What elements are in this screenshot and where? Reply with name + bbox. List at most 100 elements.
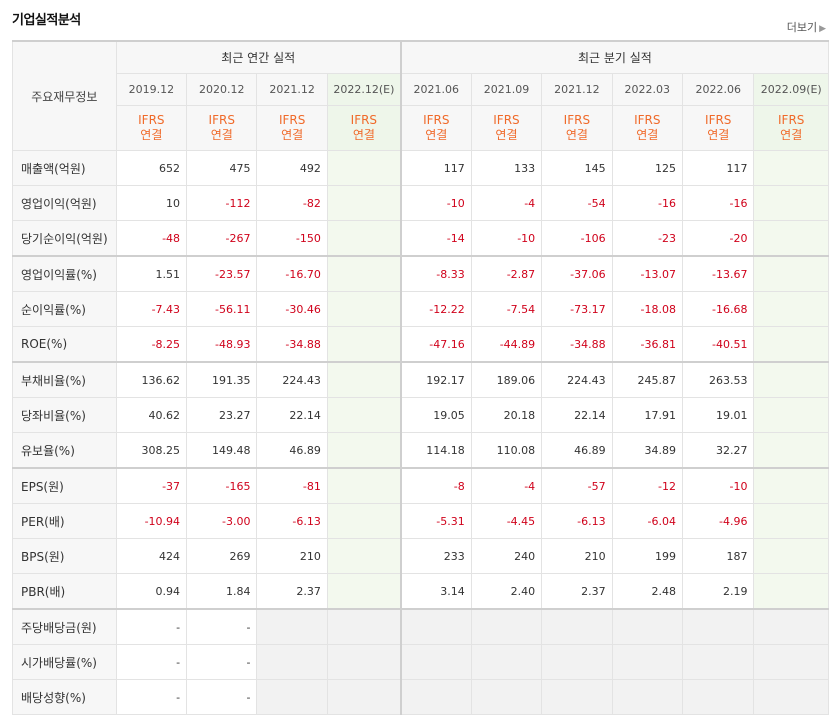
table-cell: 1.51 — [115, 255, 188, 292]
basis-header: IFRS 연결 — [115, 105, 188, 151]
chevron-right-icon: ▶ — [819, 24, 826, 34]
table-cell — [256, 644, 328, 680]
table-cell: 114.18 — [399, 432, 472, 469]
table-cell: -57 — [541, 467, 613, 504]
table-cell: -47.16 — [399, 326, 472, 363]
table-cell — [541, 608, 613, 645]
period-header: 2021.09 — [470, 73, 543, 106]
table-cell: 2.40 — [470, 573, 543, 610]
row-label: 주당배당금(원) — [12, 608, 117, 645]
table-cell: -112 — [186, 185, 258, 221]
table-cell: -6.04 — [611, 503, 684, 539]
table-cell — [326, 220, 402, 257]
table-cell: -12 — [611, 467, 684, 504]
basis-header: IFRS 연결 — [682, 105, 755, 151]
table-cell: -34.88 — [256, 326, 328, 363]
table-cell: -54 — [541, 185, 613, 221]
table-cell — [326, 538, 402, 574]
table-cell — [326, 503, 402, 539]
period-header: 2021.12 — [256, 73, 328, 106]
table-row: 주당배당금(원) - - — [12, 608, 829, 645]
table-cell — [611, 644, 684, 680]
table-cell — [326, 150, 402, 186]
table-cell — [753, 467, 829, 504]
table-cell: -73.17 — [541, 291, 613, 327]
table-row: 영업이익률(%) 1.51 -23.57 -16.70 -8.33 -2.87 -37.06… — [12, 255, 829, 292]
table-cell: -36.81 — [611, 326, 684, 363]
table-cell — [256, 679, 328, 715]
period-header: 2022.06 — [682, 73, 755, 106]
table-cell — [753, 397, 829, 433]
section-title: 기업실적분석 — [12, 13, 81, 28]
table-cell: 2.48 — [611, 573, 684, 610]
table-cell: -165 — [186, 467, 258, 504]
table-cell — [611, 608, 684, 645]
table-cell: 240 — [470, 538, 543, 574]
table-cell: -4 — [470, 185, 543, 221]
group-annual: 최근 연간 실적 — [115, 40, 402, 74]
table-cell: 245.87 — [611, 361, 684, 398]
table-row: 순이익률(%) -7.43 -56.11 -30.46 -12.22 -7.54 -73.1… — [12, 291, 829, 327]
table-row: 부채비율(%) 136.62 191.35 224.43 192.17 189.06 224… — [12, 361, 829, 398]
table-cell — [682, 644, 755, 680]
table-row: PER(배) -10.94 -3.00 -6.13 -5.31 -4.45 -6.13 -6.… — [12, 503, 829, 539]
table-row: 영업이익(억원) 10 -112 -82 -10 -4 -54 -16 -16 — [12, 185, 829, 221]
basis-ifrs: IFRS — [208, 113, 235, 127]
basis-ifrs: IFRS — [563, 113, 591, 127]
table-cell: -6.13 — [541, 503, 613, 539]
table-cell — [470, 679, 543, 715]
table-cell: -10 — [470, 220, 543, 257]
row-label: PBR(배) — [12, 573, 117, 610]
table-cell: - — [115, 608, 188, 645]
more-link[interactable]: 더보기 ▶ — [787, 19, 826, 35]
basis-header: IFRS 연결 — [611, 105, 684, 151]
table-cell — [326, 326, 402, 363]
more-label: 더보기 — [786, 21, 818, 34]
table-cell: 3.14 — [399, 573, 472, 610]
table-cell: -8 — [399, 467, 472, 504]
table-cell: -48.93 — [186, 326, 258, 363]
table-cell: -12.22 — [399, 291, 472, 327]
financial-table: 주요재무정보 최근 연간 실적 최근 분기 실적 2019.12 2020.12 2… — [12, 40, 829, 715]
table-cell: -8.25 — [115, 326, 188, 363]
table-cell — [753, 644, 829, 680]
basis-header: IFRS 연결 — [256, 105, 328, 151]
table-cell: 136.62 — [115, 361, 188, 398]
table-cell: -30.46 — [256, 291, 328, 327]
table-cell: 125 — [611, 150, 684, 186]
table-cell — [326, 432, 402, 469]
table-cell: - — [115, 679, 188, 715]
row-label: BPS(원) — [12, 538, 117, 574]
table-cell: 22.14 — [256, 397, 328, 433]
table-cell: -81 — [256, 467, 328, 504]
table-cell — [326, 679, 402, 715]
table-cell: - — [186, 608, 258, 645]
table-cell: -13.67 — [682, 255, 755, 292]
table-cell: 2.19 — [682, 573, 755, 610]
table-cell: 224.43 — [256, 361, 328, 398]
table-cell — [470, 644, 543, 680]
table-cell: 269 — [186, 538, 258, 574]
table-cell — [326, 185, 402, 221]
table-cell — [326, 573, 402, 610]
row-label: 매출액(억원) — [12, 150, 117, 186]
table-cell — [753, 185, 829, 221]
table-cell — [326, 291, 402, 327]
table-cell: -6.13 — [256, 503, 328, 539]
table-row: EPS(원) -37 -165 -81 -8 -4 -57 -12 -10 — [12, 467, 829, 504]
table-cell — [753, 220, 829, 257]
table-cell: 32.27 — [682, 432, 755, 469]
table-cell: - — [186, 644, 258, 680]
table-cell: -16.68 — [682, 291, 755, 327]
basis-ifrs: IFRS — [350, 113, 378, 127]
period-header: 2020.12 — [186, 73, 258, 106]
table-cell: 475 — [186, 150, 258, 186]
table-cell: 492 — [256, 150, 328, 186]
table-cell — [326, 397, 402, 433]
table-cell — [753, 291, 829, 327]
table-cell: -267 — [186, 220, 258, 257]
table-cell: 46.89 — [256, 432, 328, 469]
table-cell: -3.00 — [186, 503, 258, 539]
table-cell: -106 — [541, 220, 613, 257]
basis-ifrs: IFRS — [493, 113, 520, 127]
